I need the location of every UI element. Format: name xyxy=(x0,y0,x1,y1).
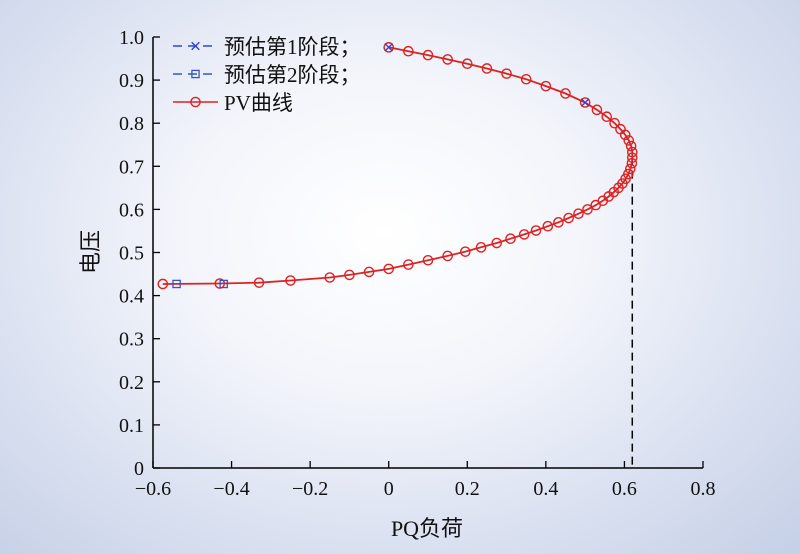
y-tick-label: 0.3 xyxy=(119,329,144,351)
x-axis-title: PQ负荷 xyxy=(391,516,463,541)
pv-curve-point xyxy=(383,42,395,53)
y-tick-label: 0.6 xyxy=(119,199,144,221)
pv-curve-point xyxy=(505,233,516,245)
marker-stroke xyxy=(191,41,200,51)
pv-curve-point xyxy=(590,199,602,211)
pv-curve-point xyxy=(491,237,503,249)
pv-curve-point xyxy=(518,229,530,240)
pv-curve-point xyxy=(383,263,395,275)
y-tick-label: 0.2 xyxy=(119,372,144,394)
pv-curve-point xyxy=(442,250,453,262)
pv-curve-point xyxy=(563,212,574,224)
pv-curve-point xyxy=(403,45,414,57)
pv-curve-point xyxy=(344,269,355,281)
x-tick-label: −0.4 xyxy=(213,478,249,500)
legend-label: PV曲线 xyxy=(224,91,293,115)
pv-curve-point xyxy=(625,163,636,175)
pv-curve-point xyxy=(403,259,414,270)
y-tick-label: 0.1 xyxy=(119,415,144,437)
x-tick-label: 0.4 xyxy=(533,478,558,500)
pv-curve-point xyxy=(609,117,620,129)
pv-curve-point xyxy=(582,204,593,215)
pv-curve-point xyxy=(573,208,584,220)
pv-curve-point xyxy=(520,73,532,85)
legend: 预估第1阶段； 预估第2阶段； PV曲线 xyxy=(173,35,361,115)
pv-curve-point xyxy=(623,135,635,146)
y-tick-label: 0.5 xyxy=(119,243,144,265)
legend-marker xyxy=(191,41,200,51)
legend-label: 预估第1阶段； xyxy=(224,35,361,59)
pv-curve-point xyxy=(542,220,554,232)
pv-curve-point xyxy=(324,272,336,283)
pv-curve-point xyxy=(553,217,564,228)
x-tick-label: −0.6 xyxy=(135,478,171,500)
y-tick-label: 0.9 xyxy=(119,70,144,92)
x-tick-label: 0.8 xyxy=(691,478,716,500)
pv-curve-point xyxy=(363,266,375,278)
pv-curve-point xyxy=(481,63,493,74)
pv-curve-point xyxy=(619,129,631,141)
data-series-layer xyxy=(157,42,638,468)
y-tick-label: 0.8 xyxy=(119,113,144,135)
x-tick-label: 0 xyxy=(384,478,394,500)
pv-curve-point xyxy=(253,277,265,288)
pv-curve-point xyxy=(625,140,637,152)
pv-curve-point xyxy=(460,246,471,257)
pv-curve-point xyxy=(422,49,434,61)
pv-curve-line xyxy=(162,46,634,285)
pv-curve-point xyxy=(579,97,591,108)
stage2-point xyxy=(172,279,181,289)
stage1-point xyxy=(580,98,590,107)
pv-curve-point xyxy=(475,242,487,253)
pv-curve-point xyxy=(442,54,453,65)
y-tick-label: 1.0 xyxy=(119,27,144,49)
marker-stroke xyxy=(384,43,394,52)
stage2-point xyxy=(219,279,228,289)
pv-curve-point xyxy=(591,104,603,116)
pv-curve-point xyxy=(540,80,552,92)
pv-curve-point xyxy=(530,225,542,236)
legend-marker xyxy=(190,96,201,108)
pv-curve-point xyxy=(626,152,638,163)
pv-curve-point xyxy=(157,278,169,290)
axes: −0.6 −0.4 −0.2 0 0.2 0.4 0.6 0.8 0 0.1 0.2 0.3 0.4 0.… xyxy=(119,27,716,500)
pv-curve-point xyxy=(501,68,512,79)
pv-curve-point xyxy=(626,146,638,158)
legend-marker xyxy=(191,69,200,79)
y-tick-label: 0 xyxy=(134,458,144,480)
legend-label: 预估第2阶段； xyxy=(224,63,361,87)
y-tick-label: 0.7 xyxy=(119,156,144,178)
pv-curve-point xyxy=(285,275,296,286)
y-axis-title: 电压 xyxy=(78,230,103,274)
x-tick-label: 0.6 xyxy=(612,478,637,500)
y-tick-label: 0.4 xyxy=(119,286,144,308)
x-tick-label: 0.2 xyxy=(455,478,480,500)
marker-stroke xyxy=(580,98,590,107)
x-tick-label: −0.2 xyxy=(292,478,328,500)
stage1-point xyxy=(384,43,394,52)
pv-curve-point xyxy=(461,58,473,70)
pv-curve-point xyxy=(626,157,638,169)
pv-curve-point xyxy=(422,254,434,266)
pv-curve-point xyxy=(601,111,613,123)
pv-curve-point xyxy=(560,88,571,99)
